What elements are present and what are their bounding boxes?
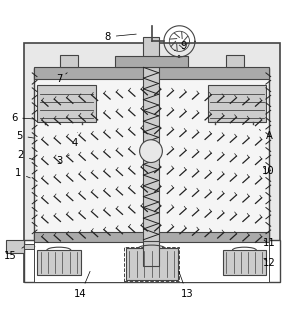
Bar bbox=[143, 241, 159, 266]
Text: 5: 5 bbox=[16, 130, 34, 141]
Bar bbox=[34, 232, 269, 242]
Bar bbox=[60, 55, 78, 67]
Bar bbox=[6, 240, 24, 253]
Bar bbox=[37, 250, 81, 275]
Bar bbox=[24, 43, 280, 282]
Bar bbox=[226, 55, 244, 67]
Bar bbox=[24, 244, 34, 249]
Text: 3: 3 bbox=[56, 155, 69, 166]
Bar bbox=[34, 242, 269, 282]
Text: 1: 1 bbox=[15, 168, 30, 178]
Bar bbox=[223, 250, 266, 275]
Bar bbox=[37, 85, 96, 122]
Text: 9: 9 bbox=[175, 41, 187, 51]
Text: 4: 4 bbox=[72, 133, 78, 148]
Bar bbox=[124, 247, 179, 281]
Bar bbox=[24, 240, 280, 282]
Bar bbox=[208, 85, 266, 122]
Bar bbox=[161, 23, 198, 60]
Text: 15: 15 bbox=[4, 247, 24, 261]
Text: 7: 7 bbox=[56, 73, 67, 84]
Circle shape bbox=[140, 140, 162, 163]
Text: 8: 8 bbox=[104, 32, 136, 42]
Text: A: A bbox=[259, 130, 273, 141]
Bar bbox=[143, 65, 159, 242]
Text: 2: 2 bbox=[18, 150, 34, 160]
Text: 14: 14 bbox=[74, 271, 90, 299]
Text: 13: 13 bbox=[179, 271, 193, 299]
Bar bbox=[34, 67, 269, 79]
Text: 10: 10 bbox=[262, 166, 274, 176]
Text: 11: 11 bbox=[263, 238, 275, 248]
Bar bbox=[126, 248, 178, 280]
Bar bbox=[143, 37, 159, 67]
Text: 12: 12 bbox=[263, 258, 275, 268]
Bar bbox=[115, 56, 188, 67]
Text: 6: 6 bbox=[11, 113, 34, 122]
Bar bbox=[34, 68, 269, 242]
